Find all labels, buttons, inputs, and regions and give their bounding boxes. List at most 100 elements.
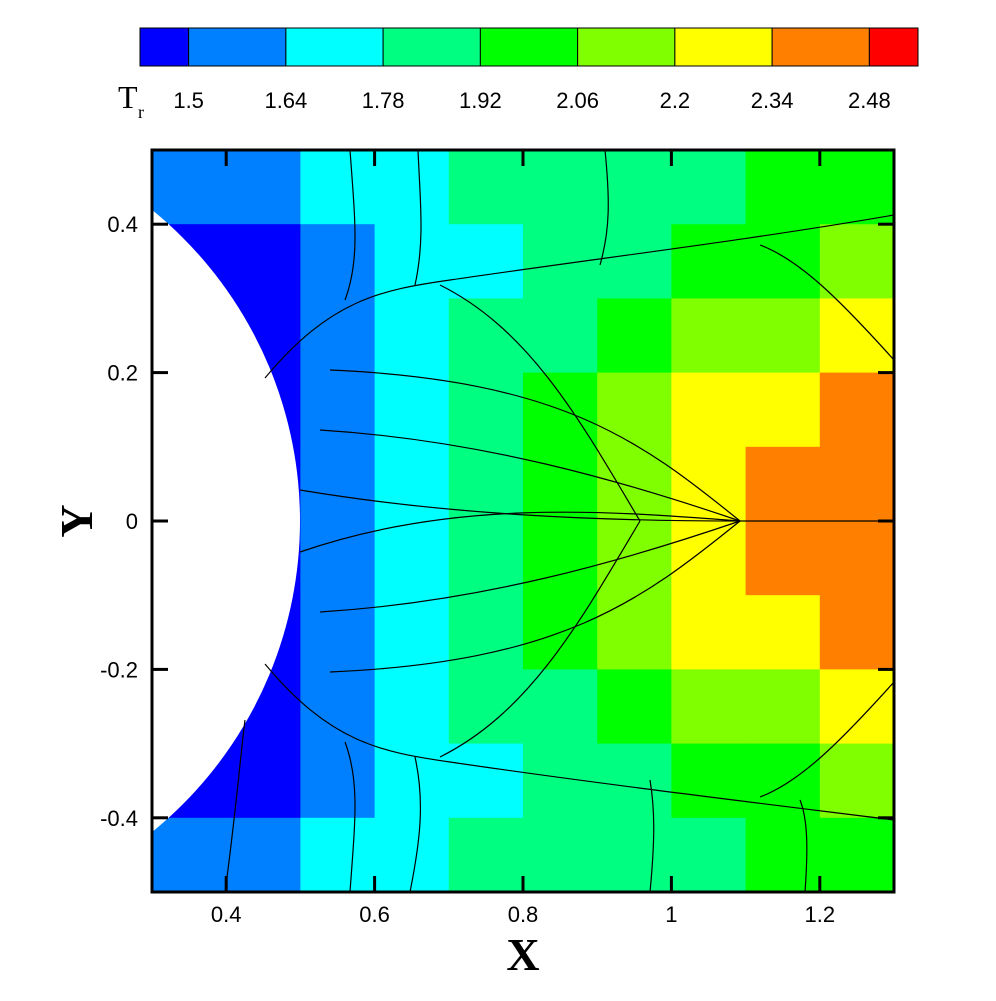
streamline <box>329 520 741 673</box>
contour-cell <box>671 521 747 596</box>
streamline <box>439 284 641 522</box>
contour-cell <box>226 743 301 819</box>
streamline <box>344 741 356 892</box>
contour-cell <box>819 446 894 522</box>
contour-cell <box>152 150 227 225</box>
contour-cell <box>523 224 598 299</box>
contour-cell <box>671 224 747 299</box>
x-tick-label: 0.4 <box>211 902 242 927</box>
contour-cell <box>819 372 894 448</box>
contour-cell <box>745 817 821 892</box>
contour-cell <box>819 150 894 225</box>
y-tick-label: 0.4 <box>107 212 138 237</box>
contour-cell <box>374 446 450 522</box>
contour-cell <box>448 817 524 892</box>
contour-cell <box>671 817 747 892</box>
contour-cell <box>448 595 524 670</box>
contour-cell <box>597 817 672 892</box>
contour-cell <box>374 372 450 448</box>
contour-cell <box>374 743 450 819</box>
streamline <box>759 244 894 361</box>
streamline <box>599 150 609 266</box>
streamline <box>224 719 246 892</box>
contour-cell <box>523 817 598 892</box>
contour-cell <box>597 446 672 522</box>
contour-cell <box>448 298 524 374</box>
x-tick-label: 1.2 <box>805 902 836 927</box>
contour-cell <box>300 669 376 745</box>
x-tick-label: 1 <box>665 902 677 927</box>
contour-cell <box>374 298 450 374</box>
contour-cell <box>374 669 450 745</box>
colorbar-tick-label: 2.48 <box>848 88 891 113</box>
contour-cell <box>448 224 524 299</box>
streamline <box>299 511 741 553</box>
colorbar-segment <box>285 27 384 67</box>
contour-cell <box>448 743 524 819</box>
colorbar-segment <box>382 27 481 67</box>
contour-cell <box>523 521 598 596</box>
streamline <box>264 214 894 379</box>
y-tick-label: -0.2 <box>100 657 138 682</box>
y-tick-label: 0 <box>126 509 138 534</box>
colorbar-segment <box>771 27 870 67</box>
contour-cell <box>300 372 376 448</box>
contour-cell <box>152 817 227 892</box>
streamline <box>344 150 356 301</box>
contour-cell <box>300 817 376 892</box>
contour-cell <box>374 150 450 225</box>
contour-cell <box>671 150 747 225</box>
contour-cell <box>671 372 747 448</box>
contour-cell <box>671 743 747 819</box>
contour-cell <box>745 595 821 670</box>
contour-cell <box>448 150 524 225</box>
colorbar-segment <box>674 27 773 67</box>
colorbar-label-sub: r <box>138 102 144 122</box>
contour-cell <box>300 446 376 522</box>
colorbar-tick-label: 2.06 <box>556 88 599 113</box>
contour-cell <box>745 669 821 745</box>
streamline <box>319 429 741 522</box>
y-axis-label: Y <box>51 504 102 537</box>
colorbar-segment <box>577 27 676 67</box>
colorbar-segment <box>188 27 287 67</box>
contour-cell <box>523 446 598 522</box>
contour-cell <box>300 595 376 670</box>
x-tick-label: 0.6 <box>359 902 390 927</box>
colorbar-tick-label: 1.92 <box>459 88 502 113</box>
colorbar-tick-label: 2.2 <box>660 88 691 113</box>
streamline <box>264 663 894 821</box>
contour-cell <box>819 669 894 745</box>
colorbar-tick-label: 1.64 <box>264 88 307 113</box>
contour-cell <box>300 224 376 299</box>
contour-cell <box>300 743 376 819</box>
contour-cell <box>300 150 376 225</box>
contour-cell <box>671 669 747 745</box>
contour-cell <box>523 669 598 745</box>
colorbar-tick-label: 1.78 <box>362 88 405 113</box>
streamline <box>409 756 422 892</box>
contour-cell <box>226 150 301 225</box>
contour-cell <box>597 521 672 596</box>
x-axis-label: X <box>506 929 539 980</box>
streamline <box>649 779 655 892</box>
contour-cell <box>300 298 376 374</box>
colorbar-segment <box>479 27 579 67</box>
contour-cell <box>374 595 450 670</box>
contour-cell <box>448 446 524 522</box>
contour-cell <box>819 817 894 892</box>
body-and-streamlines <box>152 150 894 892</box>
streamline <box>799 799 808 892</box>
contour-cell <box>671 298 747 374</box>
streamline <box>759 681 894 798</box>
contour-cell <box>523 298 598 374</box>
contour-cell <box>597 224 672 299</box>
contour-cell <box>745 743 821 819</box>
contour-cell <box>745 224 821 299</box>
contour-cell <box>300 521 376 596</box>
contour-cell <box>448 521 524 596</box>
contour-cell <box>597 298 672 374</box>
streamline <box>299 489 894 522</box>
